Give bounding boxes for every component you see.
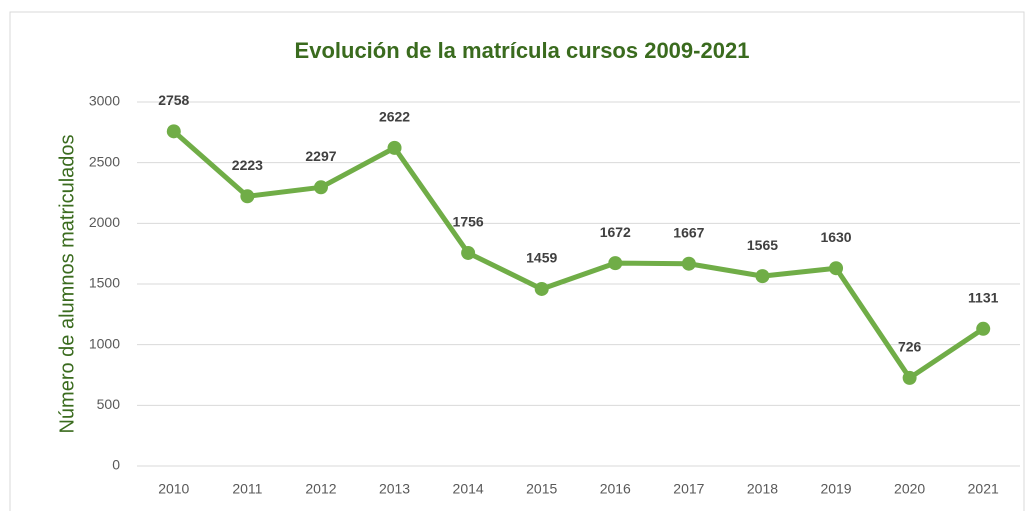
x-tick-label: 2017 (673, 481, 704, 497)
marker (534, 281, 549, 296)
data-label: 1672 (600, 224, 631, 240)
data-label: 1756 (453, 214, 484, 230)
marker (608, 256, 623, 271)
data-label: 2622 (379, 109, 410, 125)
y-axis-label: Número de alumnos matriculados (56, 134, 78, 433)
marker (240, 189, 255, 204)
x-tick-label: 2020 (894, 481, 925, 497)
marker (755, 269, 770, 284)
x-tick-label: 2021 (968, 481, 999, 497)
marker (829, 261, 844, 276)
x-tick-label: 2019 (820, 481, 851, 497)
y-tick-label: 0 (112, 457, 120, 473)
x-tick-label: 2014 (453, 481, 484, 497)
marker (976, 321, 991, 336)
x-tick-label: 2011 (232, 481, 262, 497)
y-tick-label: 1000 (89, 335, 120, 351)
data-label: 2297 (305, 148, 336, 164)
data-label: 1667 (673, 224, 704, 240)
x-tick-label: 2010 (158, 481, 189, 497)
x-tick-label: 2015 (526, 481, 557, 497)
data-label: 1565 (747, 237, 778, 253)
marker (313, 180, 328, 195)
y-tick-label: 500 (97, 396, 121, 412)
y-tick-label: 3000 (89, 93, 120, 109)
data-label: 2758 (158, 92, 189, 108)
line (172, 129, 985, 381)
y-tick-label: 1500 (89, 275, 120, 291)
data-label: 1459 (526, 250, 557, 266)
data-label: 726 (898, 339, 922, 355)
marker (461, 245, 476, 260)
marker (902, 370, 917, 385)
marker (681, 256, 696, 271)
x-tick-label: 2013 (379, 481, 410, 497)
data-label: 1131 (968, 289, 999, 305)
x-tick-label: 2018 (747, 481, 778, 497)
x-tick-label: 2016 (600, 481, 631, 497)
data-label: 1630 (820, 229, 851, 245)
y-tick-label: 2000 (89, 214, 120, 230)
marker (387, 140, 402, 155)
x-tick-label: 2012 (305, 481, 336, 497)
data-label: 2223 (232, 157, 263, 173)
chart-title: Evolución de la matrícula cursos 2009-20… (295, 38, 750, 63)
chart-border (9, 11, 1025, 511)
y-tick-label: 2500 (89, 153, 120, 169)
marker (166, 124, 181, 139)
